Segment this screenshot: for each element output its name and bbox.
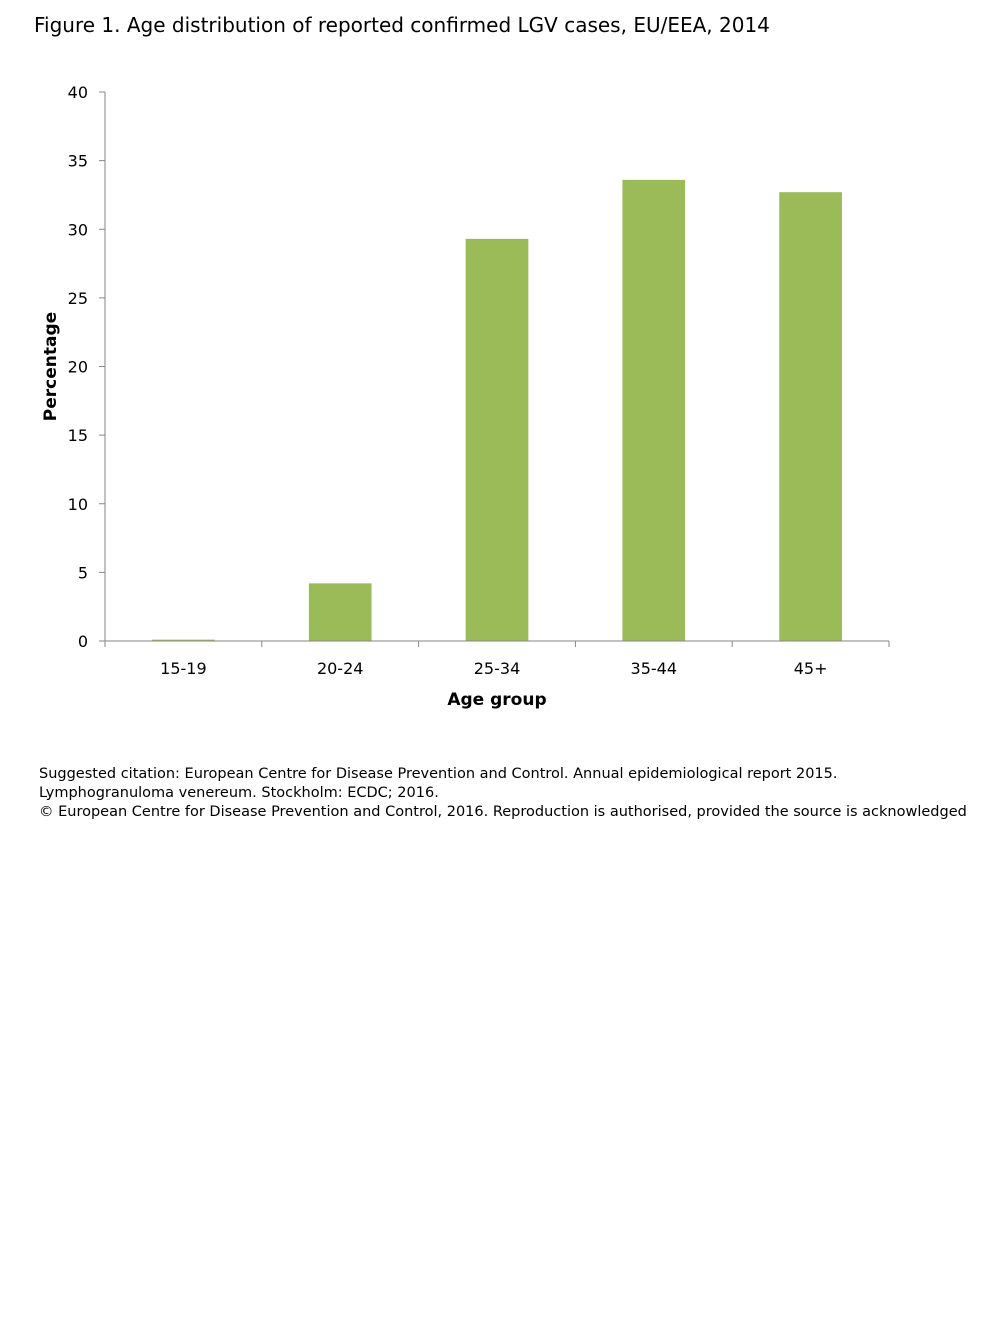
y-tick-label: 30: [68, 220, 88, 239]
y-tick-label: 15: [68, 426, 88, 445]
bar-25-34: [465, 238, 529, 642]
y-tick-label: 20: [68, 358, 88, 377]
y-axis-ticks: 0 5 10 15 20 25 30 35 40: [68, 83, 105, 651]
y-tick-label: 10: [68, 495, 88, 514]
x-axis-title: Age group: [447, 690, 546, 710]
y-tick-label: 0: [78, 632, 88, 651]
y-tick-label: 5: [78, 563, 88, 582]
x-tick-label: 20-24: [317, 659, 364, 678]
citation: Suggested citation: European Centre for …: [39, 765, 969, 822]
copyright-text: © European Centre for Disease Prevention…: [39, 804, 967, 820]
bar-35-44: [622, 179, 686, 641]
x-tick-label: 45+: [794, 659, 828, 678]
x-axis-ticks: 15-19 20-24 25-34 35-44 45+: [104, 641, 890, 678]
figure-title: Figure 1. Age distribution of reported c…: [34, 13, 770, 37]
y-axis-title: Percentage: [41, 312, 61, 421]
citation-text: Suggested citation: European Centre for …: [39, 766, 838, 801]
x-tick-label: 35-44: [631, 659, 678, 678]
x-tick-label: 25-34: [474, 659, 521, 678]
bars: [152, 179, 842, 642]
bar-20-24: [308, 583, 372, 641]
x-tick-label: 15-19: [160, 659, 207, 678]
y-tick-label: 35: [68, 152, 88, 171]
y-tick-label: 40: [68, 83, 88, 102]
bar-15-19: [152, 639, 215, 641]
y-tick-label: 25: [68, 289, 88, 308]
bar-chart: 0 5 10 15 20 25 30 35 40 15-19 20-24 25-34 35-44 45+…: [41, 83, 890, 710]
bar-45+: [779, 192, 842, 641]
